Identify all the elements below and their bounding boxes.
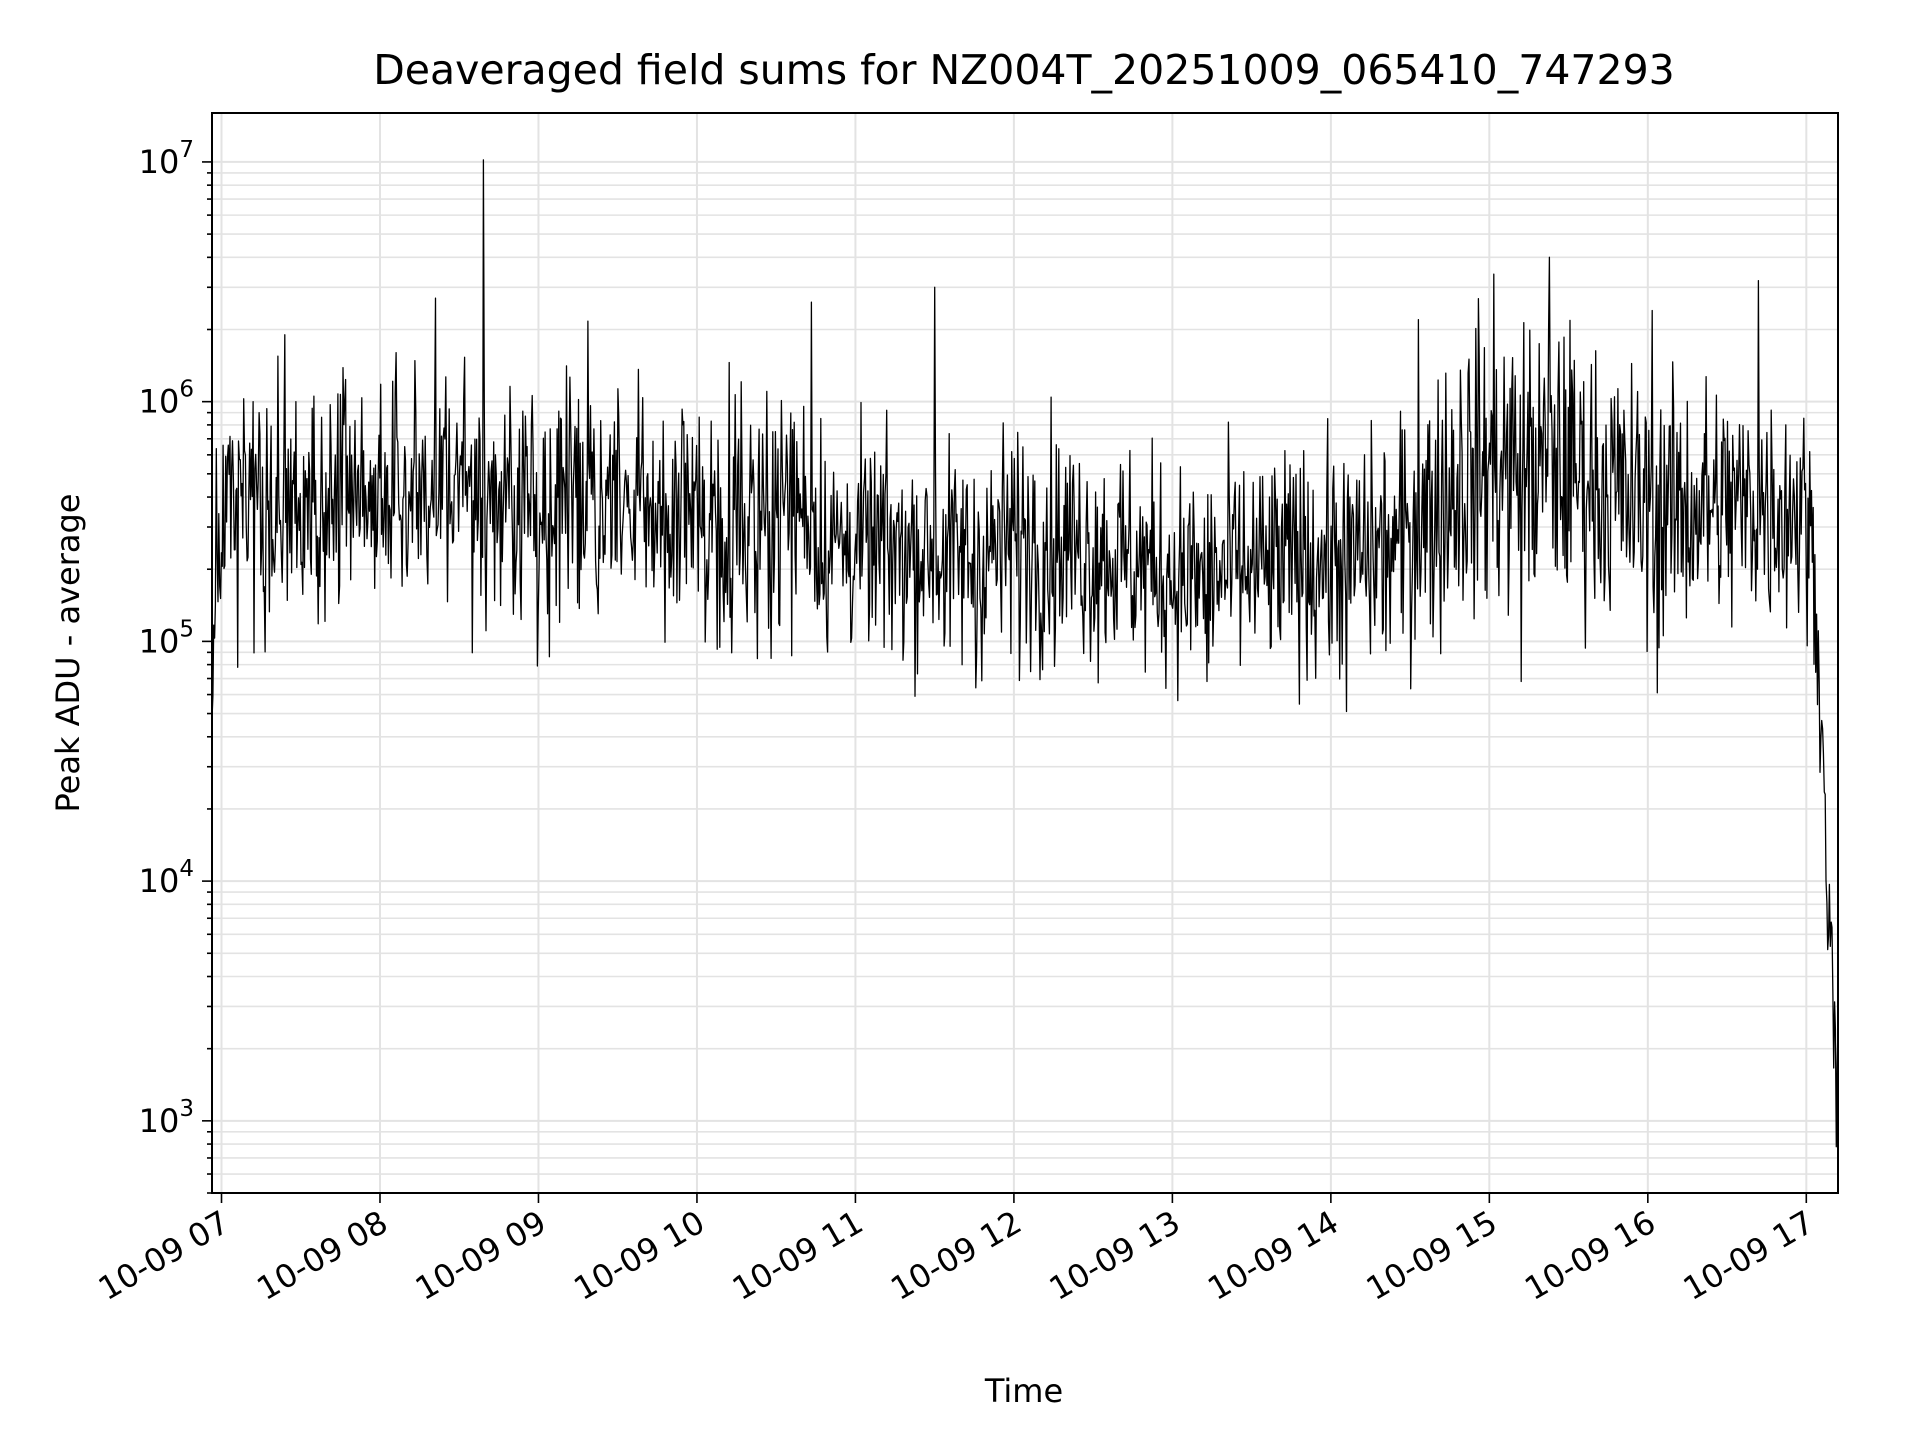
series-layer [212,159,1838,1148]
series-line [212,159,1838,1148]
y-axis-label: Peak ADU - average [49,494,87,813]
y-tick-label: 105 [139,616,194,660]
chart-title: Deaveraged field sums for NZ004T_2025100… [373,46,1675,94]
y-tick-label: 106 [139,377,194,421]
x-axis-label: Time [984,1372,1063,1410]
y-tick-label: 103 [139,1096,194,1140]
y-tick-label: 104 [139,856,194,900]
y-axis: 103 104 105 106 107 [139,137,212,1194]
y-tick-label: 107 [139,137,194,181]
grid [212,113,1838,1194]
